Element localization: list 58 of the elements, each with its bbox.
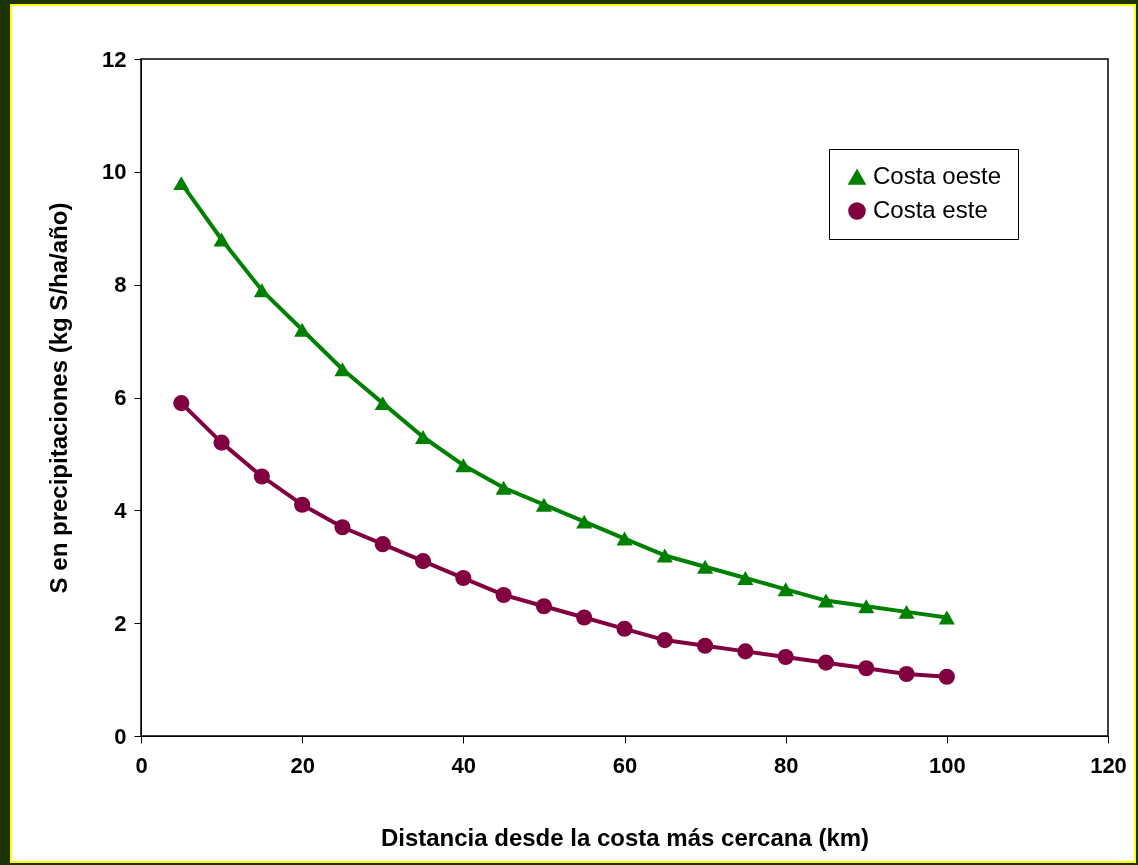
y-tick-label: 4: [114, 497, 128, 523]
point: [455, 569, 472, 587]
point: [697, 559, 714, 574]
point: [414, 430, 432, 444]
y-tick-label: 6: [114, 385, 127, 410]
y-tick-label: 10: [102, 159, 127, 185]
point: [334, 519, 351, 536]
point: [253, 468, 270, 485]
point: [737, 571, 754, 586]
y-tick-label: 0: [114, 723, 127, 749]
point: [294, 496, 311, 513]
point: [374, 396, 391, 411]
x-axis-title: Distancia desde la costa más cercana (km): [380, 823, 870, 851]
point: [173, 176, 190, 191]
point: [858, 660, 875, 677]
y-axis-title: S en precipitaciones (kg S/ha/año): [45, 202, 73, 594]
y-tick-label: 12: [102, 46, 127, 72]
point: [535, 497, 552, 512]
point: [858, 599, 875, 614]
x-tick-label: 100: [928, 752, 966, 778]
point: [455, 458, 472, 473]
point: [173, 395, 190, 412]
point: [777, 582, 794, 597]
point: [374, 536, 391, 553]
point: [616, 620, 633, 637]
point: [213, 434, 230, 451]
legend-label: Costa oeste: [873, 162, 1002, 189]
x-tick-label: 20: [290, 752, 315, 778]
point: [535, 598, 552, 615]
point: [294, 322, 311, 337]
point: [656, 548, 673, 563]
point: [817, 654, 835, 671]
point: [737, 643, 754, 660]
point: [697, 637, 714, 654]
point: [898, 665, 915, 682]
point: [938, 610, 955, 625]
point: [898, 604, 915, 619]
point: [334, 362, 351, 377]
x-tick-label: 60: [612, 752, 638, 778]
point: [213, 232, 230, 247]
point: [576, 609, 593, 626]
y-tick-label: 8: [114, 272, 127, 298]
x-tick-label: 120: [1090, 752, 1127, 778]
point: [576, 514, 593, 529]
point: [616, 531, 633, 546]
y-tick-label: 2: [114, 610, 127, 636]
legend-label: Costa este: [873, 196, 988, 223]
x-tick-label: 40: [451, 752, 477, 778]
point: [495, 586, 512, 603]
point: [817, 593, 835, 608]
point: [656, 632, 673, 649]
x-tick-label: 0: [135, 752, 148, 778]
point: [938, 668, 955, 685]
point: [495, 480, 512, 495]
point: [414, 553, 432, 570]
point: [777, 648, 794, 666]
point: [253, 283, 270, 298]
x-tick-label: 80: [773, 752, 799, 778]
